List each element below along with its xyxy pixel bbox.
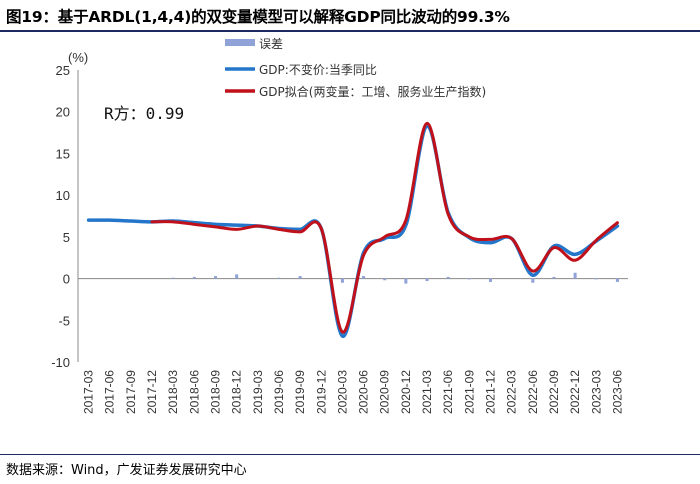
x-tick-label: 2022-06 — [526, 370, 540, 414]
x-tick-label: 2020-09 — [378, 370, 392, 414]
x-tick-label: 2022-12 — [568, 370, 582, 414]
error-bar — [404, 278, 408, 284]
error-bar — [277, 277, 281, 279]
gdp-fit-line — [150, 121, 619, 334]
error-bar — [531, 278, 535, 283]
x-tick-label: 2021-03 — [420, 370, 434, 414]
x-tick-label: 2019-12 — [314, 370, 328, 414]
x-tick-label: 2019-09 — [293, 370, 307, 414]
x-tick-label: 2020-12 — [399, 370, 413, 414]
x-tick-label: 2018-03 — [166, 370, 180, 414]
x-tick-label: 2023-03 — [589, 370, 603, 414]
error-bar — [214, 276, 217, 279]
error-bar — [425, 278, 429, 282]
x-tick-label: 2021-06 — [441, 370, 455, 414]
r-squared-annotation: R方：0.99 — [104, 104, 184, 123]
source-note: 数据来源：Wind，广发证券发展研究中心 — [6, 463, 247, 478]
error-bar — [171, 277, 175, 279]
y-tick-label: 15 — [56, 146, 70, 161]
x-tick-label: 2017-06 — [103, 370, 117, 414]
error-bar — [298, 276, 302, 279]
x-tick-label: 2018-09 — [209, 370, 223, 414]
error-bar — [615, 278, 619, 282]
error-bar — [446, 276, 450, 279]
x-tick-label: 2021-09 — [462, 370, 476, 414]
error-bar — [594, 278, 598, 280]
error-bar — [383, 278, 387, 281]
x-tick-label: 2020-03 — [335, 370, 349, 414]
x-tick-label: 2017-12 — [145, 370, 159, 414]
title-divider — [0, 30, 700, 32]
x-tick-label: 2019-03 — [251, 370, 265, 414]
x-tick-label: 2020-06 — [357, 370, 371, 414]
legend-swatch-error — [225, 39, 255, 46]
y-tick-label: 25 — [56, 63, 70, 78]
error-bar — [573, 272, 577, 279]
x-tick-label: 2018-12 — [230, 370, 244, 414]
legend-label: 误差 — [259, 37, 283, 51]
x-tick-label: 2017-09 — [124, 370, 138, 414]
y-tick-label: 10 — [56, 188, 70, 203]
x-tick-label: 2019-06 — [272, 370, 286, 414]
error-bar — [489, 278, 492, 282]
chart-title: 图19：基于ARDL(1,4,4)的双变量模型可以解释GDP同比波动的99.3% — [6, 8, 510, 26]
y-tick-label: -10 — [51, 355, 70, 370]
legend-label: GDP拟合(两变量：工增、服务业生产指数) — [259, 84, 486, 99]
y-tick-label: 5 — [63, 230, 70, 245]
x-tick-label: 2022-03 — [505, 370, 519, 414]
footer-divider — [0, 454, 700, 455]
y-tick-label: 20 — [56, 105, 70, 120]
x-tick-label: 2023-06 — [610, 370, 624, 414]
x-tick-label: 2017-03 — [82, 370, 96, 414]
error-bar — [467, 278, 471, 280]
y-tick-label: 0 — [63, 272, 70, 287]
error-bar — [340, 278, 344, 283]
x-tick-label: 2018-06 — [187, 370, 201, 414]
x-tick-label: 2021-12 — [484, 370, 498, 414]
error-bar — [235, 274, 239, 279]
error-bar — [362, 276, 366, 279]
legend-label: GDP:不变价:当季同比 — [259, 62, 377, 77]
y-tick-label: -5 — [58, 313, 70, 328]
error-bar — [552, 276, 556, 279]
y-axis-unit: (%) — [68, 50, 88, 65]
error-bar — [192, 276, 196, 279]
x-tick-label: 2022-09 — [547, 370, 561, 414]
